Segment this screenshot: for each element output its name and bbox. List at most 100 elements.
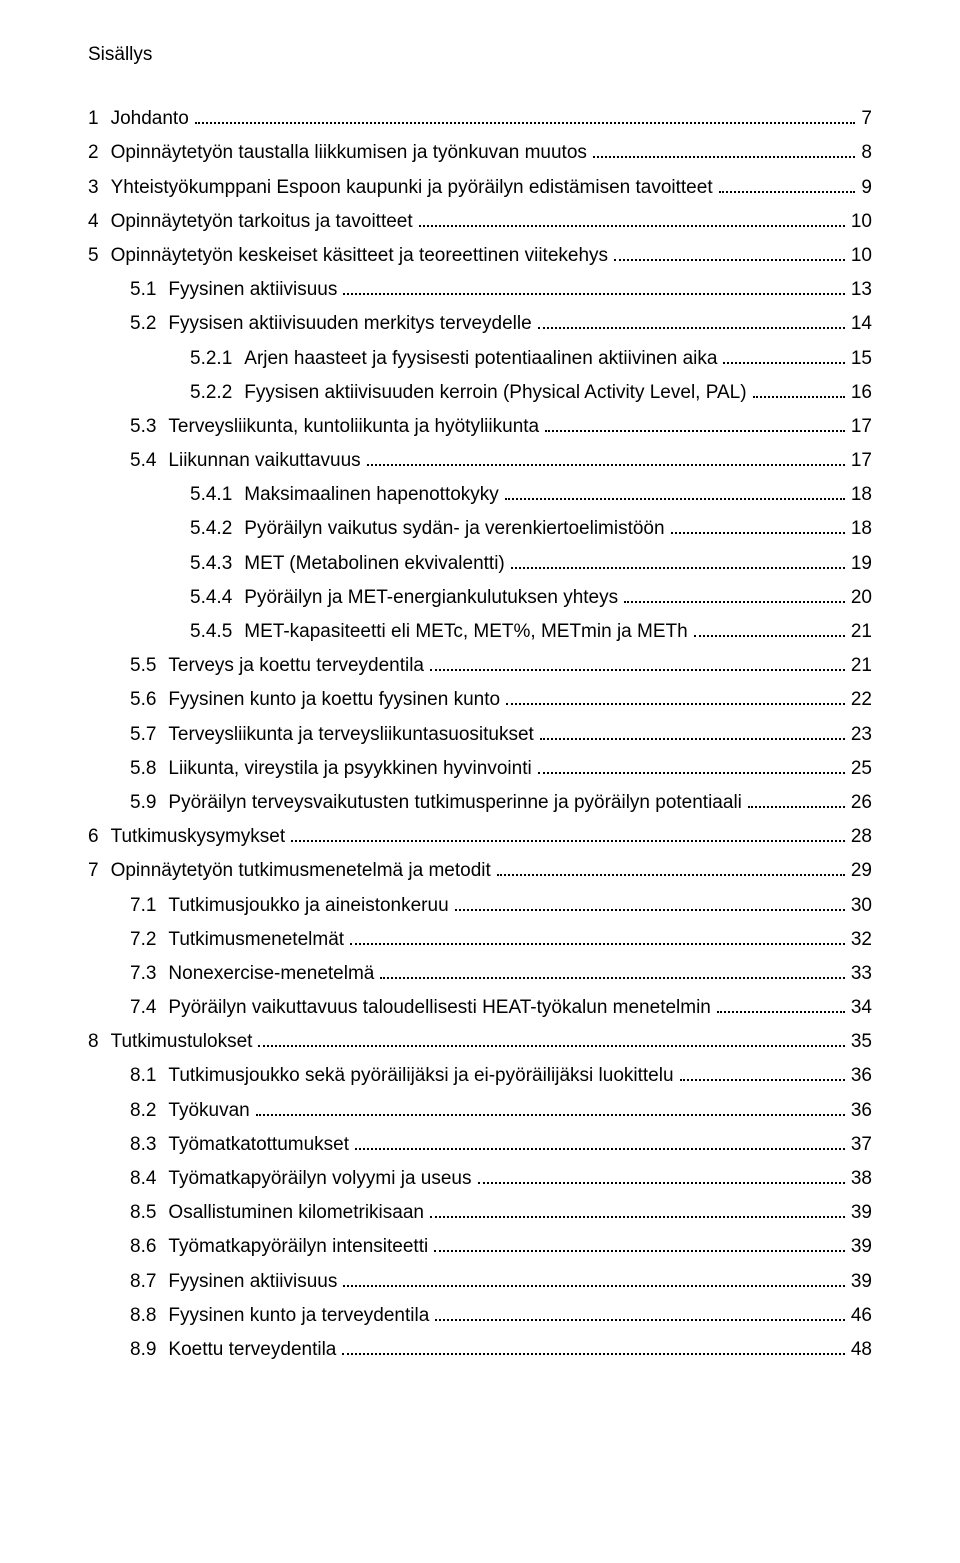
toc-leader-dots: [717, 998, 845, 1013]
toc-entry[interactable]: 5.7Terveysliikunta ja terveysliikuntasuo…: [130, 718, 872, 752]
toc-entry[interactable]: 8Tutkimustulokset35: [88, 1025, 872, 1059]
toc-leader-dots: [343, 1271, 844, 1286]
toc-entry[interactable]: 5.2.2Fyysisen aktiivisuuden kerroin (Phy…: [190, 376, 872, 410]
toc-entry-number: 5.8: [130, 752, 168, 786]
toc-entry-label: Pyöräilyn terveysvaikutusten tutkimusper…: [168, 786, 741, 820]
toc-entry[interactable]: 5.3Terveysliikunta, kuntoliikunta ja hyö…: [130, 410, 872, 444]
toc-entry-page: 10: [851, 205, 872, 239]
toc-entry-page: 7: [861, 102, 872, 136]
toc-entry-number: 6: [88, 820, 111, 854]
toc-entry-page: 17: [851, 410, 872, 444]
toc-entry[interactable]: 5.2.1Arjen haasteet ja fyysisesti potent…: [190, 342, 872, 376]
toc-entry[interactable]: 1Johdanto 7: [88, 102, 872, 136]
toc-entry-label: Terveysliikunta ja terveysliikuntasuosit…: [168, 718, 533, 752]
toc-entry[interactable]: 8.7Fyysinen aktiivisuus39: [130, 1265, 872, 1299]
toc-entry[interactable]: 5.4.1Maksimaalinen hapenottokyky18: [190, 478, 872, 512]
toc-title: Sisällys: [88, 38, 872, 72]
toc-entry[interactable]: 7.4Pyöräilyn vaikuttavuus taloudellisest…: [130, 991, 872, 1025]
toc-entry[interactable]: 8.9Koettu terveydentila48: [130, 1333, 872, 1367]
toc-entry-page: 46: [851, 1299, 872, 1333]
toc-entry[interactable]: 8.8Fyysinen kunto ja terveydentila46: [130, 1299, 872, 1333]
toc-entry[interactable]: 5.4.3MET (Metabolinen ekvivalentti)19: [190, 547, 872, 581]
toc-entry-page: 39: [851, 1196, 872, 1230]
toc-entry-page: 38: [851, 1162, 872, 1196]
toc-entry[interactable]: 5.6Fyysinen kunto ja koettu fyysinen kun…: [130, 683, 872, 717]
toc-entry[interactable]: 7.1Tutkimusjoukko ja aineistonkeruu30: [130, 889, 872, 923]
toc-entry[interactable]: 7Opinnäytetyön tutkimusmenetelmä ja meto…: [88, 854, 872, 888]
toc-entry[interactable]: 5Opinnäytetyön keskeiset käsitteet ja te…: [88, 239, 872, 273]
toc-entry[interactable]: 8.2Työkuvan36: [130, 1094, 872, 1128]
toc-entry-label: Tutkimusjoukko sekä pyöräilijäksi ja ei-…: [168, 1059, 673, 1093]
toc-entry[interactable]: 5.4.2Pyöräilyn vaikutus sydän- ja verenk…: [190, 512, 872, 546]
toc-entry-label: Terveysliikunta, kuntoliikunta ja hyötyl…: [168, 410, 539, 444]
toc-entry-label: Maksimaalinen hapenottokyky: [244, 478, 499, 512]
toc-entry-page: 18: [851, 512, 872, 546]
toc-entry-label: Tutkimusjoukko ja aineistonkeruu: [168, 889, 448, 923]
toc-entry-label: Nonexercise-menetelmä: [168, 957, 374, 991]
toc-entry[interactable]: 7.2Tutkimusmenetelmät32: [130, 923, 872, 957]
toc-leader-dots: [505, 485, 845, 500]
toc-entry[interactable]: 4Opinnäytetyön tarkoitus ja tavoitteet10: [88, 205, 872, 239]
toc-entry-label: Fyysisen aktiivisuuden merkitys terveyde…: [168, 307, 531, 341]
toc-entry-page: 18: [851, 478, 872, 512]
toc-entry[interactable]: 5.8Liikunta, vireystila ja psyykkinen hy…: [130, 752, 872, 786]
table-of-contents: 1Johdanto 72Opinnäytetyön taustalla liikk…: [88, 102, 872, 1367]
toc-entry-number: 4: [88, 205, 111, 239]
toc-entry-page: 39: [851, 1230, 872, 1264]
toc-entry[interactable]: 5.9Pyöräilyn terveysvaikutusten tutkimus…: [130, 786, 872, 820]
toc-entry-page: 20: [851, 581, 872, 615]
toc-leader-dots: [614, 246, 845, 261]
toc-leader-dots: [380, 964, 845, 979]
toc-entry-number: 1: [88, 102, 111, 136]
toc-entry[interactable]: 5.1Fyysinen aktiivisuus13: [130, 273, 872, 307]
toc-entry[interactable]: 7.3Nonexercise-menetelmä33: [130, 957, 872, 991]
toc-entry-number: 8.9: [130, 1333, 168, 1367]
toc-entry-label: Fyysinen kunto ja koettu fyysinen kunto: [168, 683, 500, 717]
toc-entry[interactable]: 5.4.5MET-kapasiteetti eli METc, MET%, ME…: [190, 615, 872, 649]
toc-entry-page: 21: [851, 615, 872, 649]
toc-entry-page: 13: [851, 273, 872, 307]
toc-leader-dots: [723, 348, 844, 363]
toc-entry[interactable]: 5.2Fyysisen aktiivisuuden merkitys terve…: [130, 307, 872, 341]
toc-entry-label: MET (Metabolinen ekvivalentti): [244, 547, 504, 581]
toc-entry[interactable]: 8.6Työmatkapyöräilyn intensiteetti39: [130, 1230, 872, 1264]
toc-leader-dots: [435, 1305, 845, 1320]
toc-entry[interactable]: 3Yhteistyökumppani Espoon kaupunki ja py…: [88, 171, 872, 205]
toc-entry-number: 5.9: [130, 786, 168, 820]
toc-entry-page: 22: [851, 683, 872, 717]
toc-entry-label: Liikunta, vireystila ja psyykkinen hyvin…: [168, 752, 531, 786]
toc-entry-number: 8.4: [130, 1162, 168, 1196]
toc-entry-label: Terveys ja koettu terveydentila: [168, 649, 424, 683]
toc-entry[interactable]: 8.5Osallistuminen kilometrikisaan39: [130, 1196, 872, 1230]
toc-entry[interactable]: 5.4.4Pyöräilyn ja MET-energiankulutuksen…: [190, 581, 872, 615]
toc-leader-dots: [367, 451, 845, 466]
toc-entry-label: Tutkimusmenetelmät: [168, 923, 344, 957]
toc-entry-number: 5.4.5: [190, 615, 244, 649]
toc-entry-label: Johdanto: [111, 102, 189, 136]
toc-entry-number: 2: [88, 136, 111, 170]
toc-entry[interactable]: 2Opinnäytetyön taustalla liikkumisen ja …: [88, 136, 872, 170]
toc-entry[interactable]: 8.4Työmatkapyöräilyn volyymi ja useus 38: [130, 1162, 872, 1196]
toc-entry-label: Työmatkapyöräilyn volyymi ja useus: [168, 1162, 471, 1196]
toc-leader-dots: [680, 1066, 845, 1081]
toc-leader-dots: [506, 690, 845, 705]
toc-leader-dots: [540, 724, 845, 739]
toc-entry-page: 36: [851, 1059, 872, 1093]
toc-entry-label: Työmatkatottumukset: [168, 1128, 349, 1162]
toc-leader-dots: [545, 417, 845, 432]
toc-entry[interactable]: 5.5Terveys ja koettu terveydentila21: [130, 649, 872, 683]
toc-entry[interactable]: 6Tutkimuskysymykset28: [88, 820, 872, 854]
toc-entry-number: 5.7: [130, 718, 168, 752]
toc-entry-number: 5.3: [130, 410, 168, 444]
toc-entry-number: 5.2: [130, 307, 168, 341]
toc-entry[interactable]: 5.4Liikunnan vaikuttavuus17: [130, 444, 872, 478]
toc-entry[interactable]: 8.1Tutkimusjoukko sekä pyöräilijäksi ja …: [130, 1059, 872, 1093]
toc-leader-dots: [350, 929, 845, 944]
toc-entry-page: 17: [851, 444, 872, 478]
toc-entry[interactable]: 8.3Työmatkatottumukset37: [130, 1128, 872, 1162]
toc-entry-label: Työmatkapyöräilyn intensiteetti: [168, 1230, 428, 1264]
toc-entry-label: Fyysinen aktiivisuus: [168, 273, 337, 307]
toc-entry-number: 5.2.2: [190, 376, 244, 410]
toc-entry-number: 3: [88, 171, 111, 205]
toc-entry-page: 33: [851, 957, 872, 991]
